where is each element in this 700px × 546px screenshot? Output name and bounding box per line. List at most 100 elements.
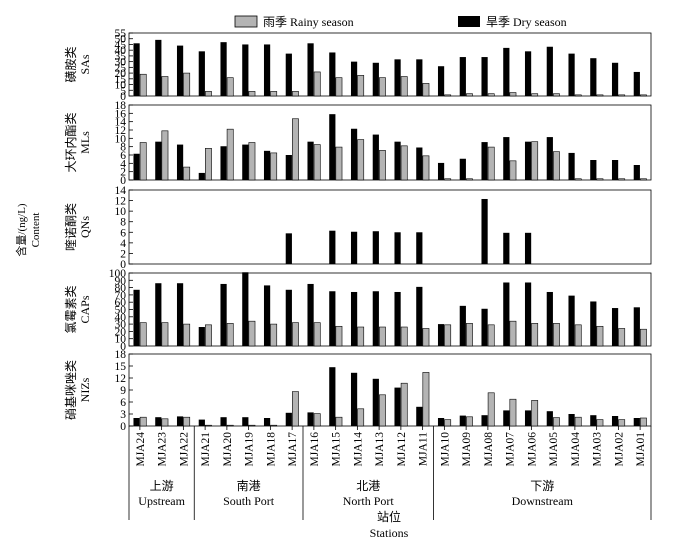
bar-rainy-MJA09 <box>466 178 473 181</box>
y-tick-label: 40 <box>115 312 127 324</box>
bar-dry-MJA16 <box>307 141 314 180</box>
bar-rainy-MJA18 <box>270 152 278 181</box>
x-axis-title-en: Stations <box>370 526 409 540</box>
y-tick-label: 18 <box>115 349 127 361</box>
x-tick-label-MJA24: MJA24 <box>135 432 147 467</box>
bar-rainy-MJA03 <box>596 419 604 427</box>
bar-rainy-MJA12 <box>400 76 408 97</box>
x-tick-label-MJA18: MJA18 <box>265 432 277 467</box>
group-label-cn: 南港 <box>237 478 261 493</box>
bar-dry-MJA15 <box>329 291 336 346</box>
bar-rainy-MJA11 <box>422 372 430 427</box>
x-tick-label-MJA05: MJA05 <box>548 432 560 467</box>
bar-dry-MJA20 <box>220 42 227 96</box>
bar-dry-MJA18 <box>263 285 271 346</box>
y-axis-title-en: Content <box>30 213 42 248</box>
y-tick-label: 100 <box>109 268 127 280</box>
bar-dry-MJA11 <box>416 232 423 264</box>
bar-dry-MJA14 <box>350 61 358 96</box>
bar-dry-MJA12 <box>394 141 401 180</box>
bar-dry-MJA06 <box>524 141 532 180</box>
panel-ylabel-cn: 大环内酯类 <box>64 112 78 172</box>
bar-rainy-MJA12 <box>400 382 408 427</box>
x-tick-label-MJA21: MJA21 <box>200 432 212 467</box>
bar-dry-MJA04 <box>568 53 575 96</box>
bar-rainy-MJA03 <box>596 325 604 347</box>
bar-dry-MJA02 <box>611 62 619 96</box>
x-tick-label-MJA07: MJA07 <box>505 432 517 467</box>
bar-rainy-MJA02 <box>618 419 626 427</box>
panel-ylabel: 氯霉素类 CAPs <box>64 285 92 333</box>
group-label-en: South Port <box>223 494 275 508</box>
y-tick-label: 12 <box>115 373 127 385</box>
y-tick-label: 50 <box>115 34 127 46</box>
group-label-cn: 下游 <box>530 479 554 493</box>
bar-rainy-MJA04 <box>574 94 582 97</box>
bar-dry-MJA13 <box>372 378 379 426</box>
bar-rainy-MJA10 <box>444 419 452 427</box>
bar-rainy-MJA01 <box>640 417 647 427</box>
y-tick-label: 0 <box>120 259 126 271</box>
x-axis-title-cn: 站位 <box>377 509 401 524</box>
bar-rainy-MJA09 <box>466 416 473 427</box>
bar-dry-MJA11 <box>416 147 423 180</box>
bar-rainy-MJA01 <box>640 328 647 347</box>
y-axis-title-cn: 含量/(ng/L) <box>14 203 28 256</box>
y-tick-label: 14 <box>115 185 127 197</box>
bar-rainy-MJA14 <box>357 408 365 427</box>
y-tick-label: 30 <box>115 319 127 331</box>
y-tick-label: 0 <box>120 421 126 433</box>
bar-dry-MJA10 <box>437 418 445 426</box>
y-tick-label: 80 <box>115 283 127 295</box>
bar-dry-MJA17 <box>285 289 292 346</box>
bar-dry-MJA07 <box>503 282 510 346</box>
x-tick-label-MJA19: MJA19 <box>244 432 256 467</box>
bar-dry-MJA05 <box>546 46 553 96</box>
bar-dry-MJA17 <box>285 155 292 180</box>
x-tick-label-MJA11: MJA11 <box>418 432 430 466</box>
y-tick-label: 90 <box>115 275 127 287</box>
bar-rainy-MJA07 <box>509 398 517 427</box>
bar-rainy-MJA06 <box>531 93 539 97</box>
bar-rainy-MJA19 <box>248 320 256 347</box>
bar-rainy-MJA13 <box>379 150 386 181</box>
bar-rainy-MJA21 <box>205 91 212 97</box>
group-label-cn: 北港 <box>356 479 380 493</box>
bar-rainy-MJA08 <box>487 392 495 427</box>
panel-ylabel: 硝基咪唑类 NIZs <box>64 360 92 420</box>
x-tick-label-MJA10: MJA10 <box>439 432 451 467</box>
x-tick-label-MJA16: MJA16 <box>309 432 321 467</box>
group-label-cn: 上游 <box>150 479 174 493</box>
x-tick-label-MJA14: MJA14 <box>352 432 364 467</box>
bar-rainy-MJA07 <box>509 160 517 181</box>
bar-dry-MJA01 <box>633 418 640 426</box>
bar-dry-MJA03 <box>590 301 597 346</box>
bar-rainy-MJA06 <box>531 400 539 427</box>
x-tick-label-MJA22: MJA22 <box>178 432 190 467</box>
legend-dry-label: 旱季 Dry season <box>486 15 567 29</box>
x-tick-label-MJA09: MJA09 <box>461 432 473 467</box>
bar-rainy-MJA21 <box>205 148 212 181</box>
bar-rainy-MJA19 <box>248 91 256 97</box>
bar-dry-MJA06 <box>524 410 532 426</box>
y-tick-label: 2 <box>120 167 126 179</box>
legend-rainy-label: 雨季 Rainy season <box>263 15 354 29</box>
bar-dry-MJA01 <box>633 307 640 346</box>
bar-rainy-MJA15 <box>335 325 343 347</box>
bar-dry-MJA02 <box>611 416 619 426</box>
bar-dry-MJA01 <box>633 71 640 96</box>
bar-rainy-MJA09 <box>466 323 473 347</box>
bar-dry-MJA24 <box>133 289 140 346</box>
group-label-en: North Port <box>343 494 395 508</box>
bar-rainy-MJA20 <box>226 77 234 97</box>
bar-dry-MJA05 <box>546 411 553 426</box>
bar-rainy-MJA24 <box>139 142 147 181</box>
bar-rainy-MJA12 <box>400 145 408 181</box>
bar-rainy-MJA17 <box>292 91 299 97</box>
bar-dry-MJA21 <box>198 327 205 346</box>
bar-dry-MJA03 <box>590 415 597 426</box>
x-tick-label-MJA15: MJA15 <box>331 432 343 467</box>
